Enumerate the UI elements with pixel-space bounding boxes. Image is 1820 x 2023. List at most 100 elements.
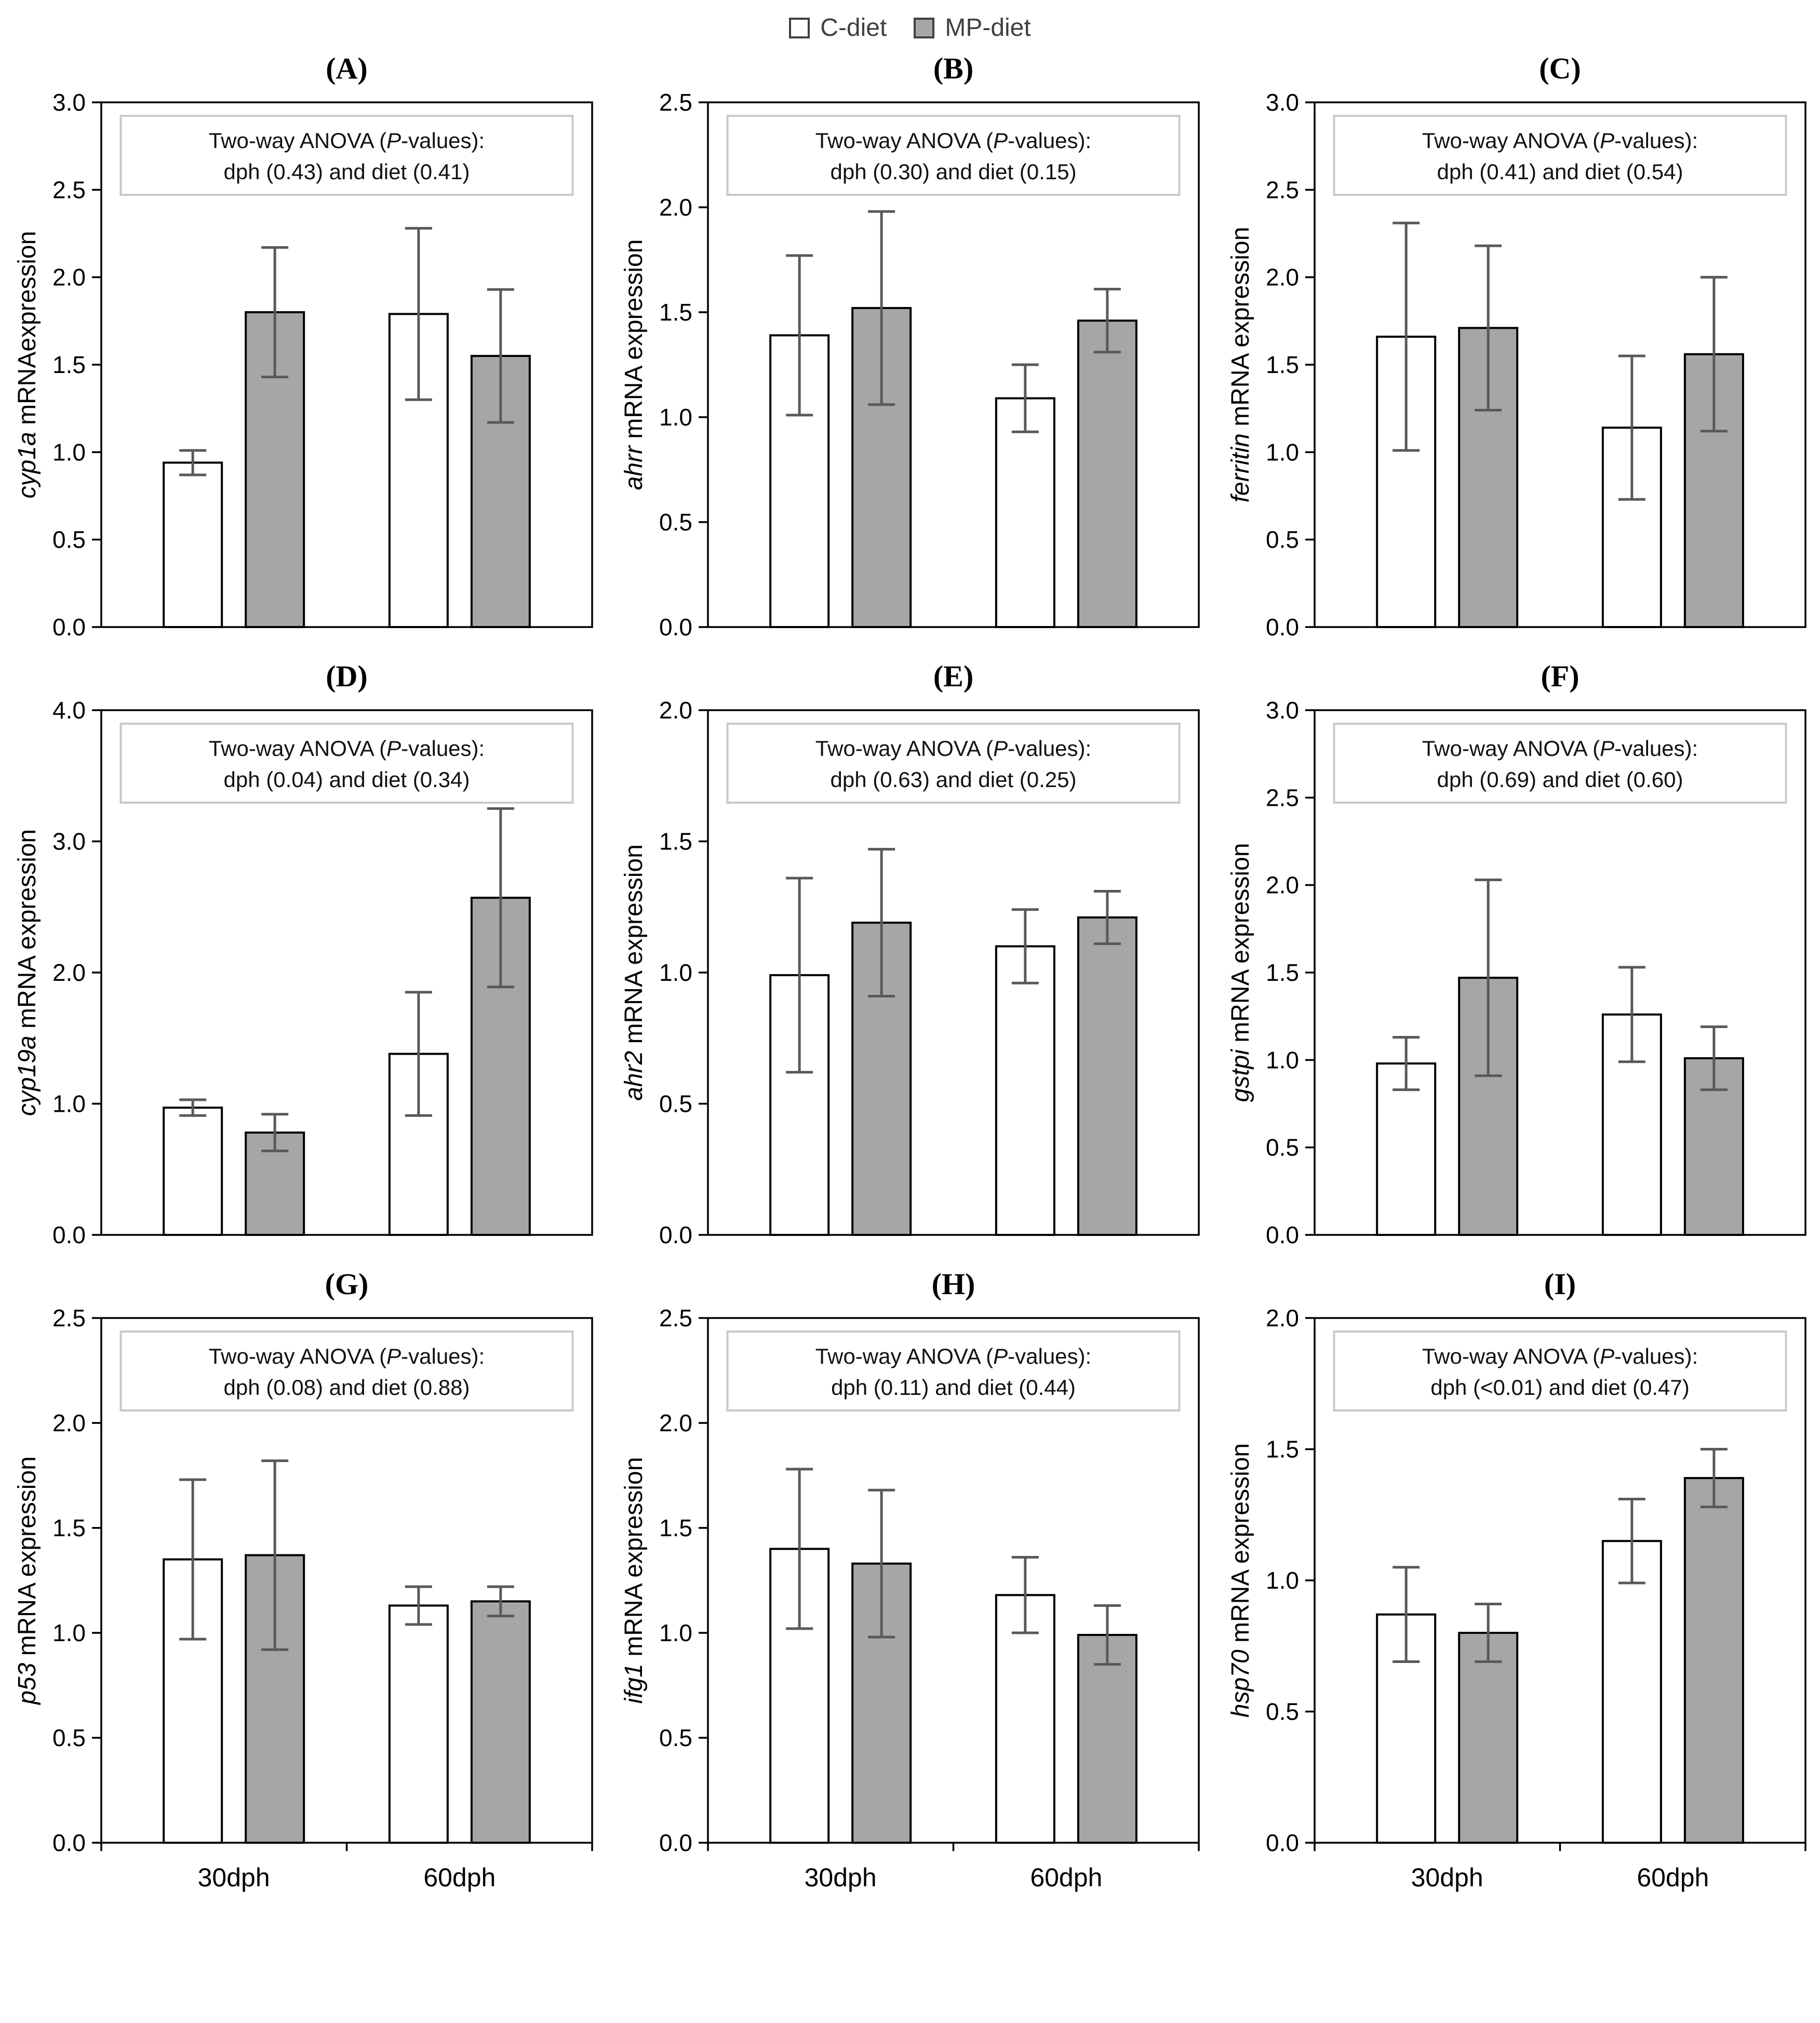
bar-mp-diet bbox=[1077, 1634, 1138, 1844]
y-tick-label: 2.0 bbox=[659, 194, 692, 221]
chart-svg: (E) 0.0 0.5 1.0 1.5 2.0 ahr2 mRNA expression Tw… bbox=[620, 659, 1200, 1248]
chart-grid: (A) 0.0 0.5 1.0 1.5 2.0 2.5 3.0 cyp1a mRNAexpres… bbox=[0, 45, 1820, 1915]
error-bar bbox=[868, 1488, 895, 1639]
y-tick-label: 1.5 bbox=[1266, 959, 1299, 986]
anova-heading: Two-way ANOVA (P-values): bbox=[209, 1344, 485, 1368]
anova-box bbox=[726, 723, 1181, 804]
y-tick-label: 2.5 bbox=[1266, 176, 1299, 203]
bar-mp-diet bbox=[1458, 1632, 1519, 1844]
chart-svg: (G) 0.0 0.5 1.0 1.5 2.0 2.5 p53 mRNA expression… bbox=[14, 1267, 593, 1892]
y-tick-label: 0.0 bbox=[52, 614, 86, 641]
anova-box bbox=[119, 723, 574, 804]
y-tick-label: 1.0 bbox=[52, 1619, 86, 1646]
error-bar bbox=[1393, 221, 1420, 452]
y-tick-label: 2.0 bbox=[1266, 872, 1299, 899]
chart-panel-h: (H) 0.0 0.5 1.0 1.5 2.0 2.5 ifg1 mRNA expressio… bbox=[607, 1261, 1213, 1915]
bar-c-diet bbox=[995, 945, 1055, 1236]
anova-box bbox=[119, 1330, 574, 1412]
y-tick-label: 0.0 bbox=[1266, 1829, 1299, 1856]
chart-panel-e: (E) 0.0 0.5 1.0 1.5 2.0 ahr2 mRNA expression Tw… bbox=[607, 653, 1213, 1257]
error-bar bbox=[1093, 288, 1121, 354]
panel-title: (I) bbox=[1544, 1267, 1576, 1301]
y-tick-label: 1.0 bbox=[1266, 1046, 1299, 1073]
y-tick-label: 1.0 bbox=[1266, 1567, 1299, 1594]
error-bar bbox=[1700, 1025, 1728, 1092]
y-tick-label: 0.0 bbox=[659, 1221, 692, 1248]
chart-svg: (A) 0.0 0.5 1.0 1.5 2.0 2.5 3.0 cyp1a mRNAexpres… bbox=[14, 51, 593, 641]
y-tick-label: 1.5 bbox=[52, 1514, 86, 1541]
chart-svg: (B) 0.0 0.5 1.0 1.5 2.0 2.5 ahrr mRNA expressio… bbox=[620, 51, 1200, 641]
x-axis-label: 60dph bbox=[1637, 1863, 1709, 1892]
y-tick-label: 0.5 bbox=[1266, 1134, 1299, 1161]
y-tick-label: 1.5 bbox=[1266, 1436, 1299, 1463]
chart-svg: (D) 0.0 1.0 2.0 3.0 4.0 cyp19a mRNA expression… bbox=[14, 659, 593, 1248]
bar-mp-diet bbox=[1077, 916, 1138, 1236]
y-tick-label: 0.5 bbox=[52, 1724, 86, 1751]
error-bar bbox=[179, 1098, 207, 1117]
y-tick-label: 2.5 bbox=[659, 89, 692, 116]
error-bar bbox=[786, 876, 813, 1074]
anova-heading: Two-way ANOVA (P-values): bbox=[815, 128, 1091, 153]
error-bar bbox=[487, 288, 514, 424]
chart-svg: (C) 0.0 0.5 1.0 1.5 2.0 2.5 3.0 ferritin mRNA ex… bbox=[1227, 51, 1806, 641]
y-tick-label: 2.0 bbox=[52, 959, 86, 986]
anova-box bbox=[1333, 723, 1787, 804]
bar-mp-diet bbox=[1077, 320, 1138, 628]
chart-panel-g: (G) 0.0 0.5 1.0 1.5 2.0 2.5 p53 mRNA expression… bbox=[0, 1261, 607, 1915]
error-bar bbox=[1093, 1604, 1121, 1666]
y-axis-label: ferritin mRNA expression bbox=[1227, 227, 1254, 503]
y-tick-label: 1.5 bbox=[1266, 351, 1299, 378]
bar-c-diet bbox=[995, 397, 1055, 628]
anova-heading: Two-way ANOVA (P-values): bbox=[1422, 128, 1698, 153]
chart-panel-d: (D) 0.0 1.0 2.0 3.0 4.0 cyp19a mRNA expression… bbox=[0, 653, 607, 1257]
error-bar bbox=[405, 1585, 432, 1626]
panel-title: (G) bbox=[325, 1267, 369, 1301]
y-tick-label: 0.0 bbox=[52, 1829, 86, 1856]
y-axis-label: gstpi mRNA expression bbox=[1227, 843, 1254, 1102]
y-tick-label: 0.5 bbox=[659, 1090, 692, 1117]
y-tick-label: 2.0 bbox=[1266, 1305, 1299, 1332]
y-tick-label: 0.5 bbox=[1266, 1698, 1299, 1725]
y-tick-label: 3.0 bbox=[52, 89, 86, 116]
bar-mp-diet bbox=[1458, 977, 1519, 1236]
anova-box bbox=[1333, 1330, 1787, 1412]
figure-page: C-diet MP-diet (A) 0.0 0.5 1.0 1.5 2.0 2.5 3.0 c… bbox=[0, 14, 1820, 1915]
error-bar bbox=[179, 1478, 207, 1641]
error-bar bbox=[1475, 879, 1502, 1077]
y-tick-label: 1.0 bbox=[659, 404, 692, 431]
y-axis-label: ahr2 mRNA expression bbox=[620, 844, 648, 1101]
anova-pvalues: dph (0.04) and diet (0.34) bbox=[224, 767, 470, 792]
y-tick-label: 2.0 bbox=[52, 1409, 86, 1436]
y-tick-label: 1.5 bbox=[52, 351, 86, 378]
error-bar bbox=[1093, 889, 1121, 945]
chart-svg: (I) 0.0 0.5 1.0 1.5 2.0 hsp70 mRNA expression T… bbox=[1227, 1267, 1806, 1892]
plot-border bbox=[707, 101, 1200, 628]
error-bar bbox=[487, 1585, 514, 1618]
anova-pvalues: dph (0.08) and diet (0.88) bbox=[224, 1375, 470, 1400]
mp-diet-swatch-icon bbox=[914, 17, 935, 38]
anova-box bbox=[119, 115, 574, 196]
y-tick-label: 0.5 bbox=[52, 526, 86, 553]
y-axis-label: ifg1 mRNA expression bbox=[620, 1457, 648, 1704]
y-tick-label: 0.5 bbox=[659, 509, 692, 536]
y-axis-label: hsp70 mRNA expression bbox=[1227, 1443, 1254, 1718]
y-tick-label: 0.0 bbox=[659, 614, 692, 641]
y-tick-label: 1.0 bbox=[52, 438, 86, 465]
chart-panel-b: (B) 0.0 0.5 1.0 1.5 2.0 2.5 ahrr mRNA expressio… bbox=[607, 45, 1213, 649]
error-bar bbox=[1618, 1497, 1645, 1585]
y-tick-label: 1.0 bbox=[659, 959, 692, 986]
error-bar bbox=[786, 254, 813, 417]
error-bar bbox=[1475, 244, 1502, 412]
error-bar bbox=[868, 848, 895, 997]
y-tick-label: 3.0 bbox=[1266, 697, 1299, 724]
y-tick-label: 1.0 bbox=[52, 1090, 86, 1117]
anova-box bbox=[726, 1330, 1181, 1412]
panel-title: (D) bbox=[326, 659, 368, 693]
y-tick-label: 0.0 bbox=[659, 1829, 692, 1856]
anova-heading: Two-way ANOVA (P-values): bbox=[1422, 736, 1698, 761]
x-axis-label: 60dph bbox=[423, 1863, 496, 1892]
legend-item-mp-diet: MP-diet bbox=[914, 14, 1031, 42]
y-tick-label: 2.0 bbox=[52, 264, 86, 291]
error-bar bbox=[1011, 908, 1039, 984]
y-tick-label: 3.0 bbox=[1266, 89, 1299, 116]
